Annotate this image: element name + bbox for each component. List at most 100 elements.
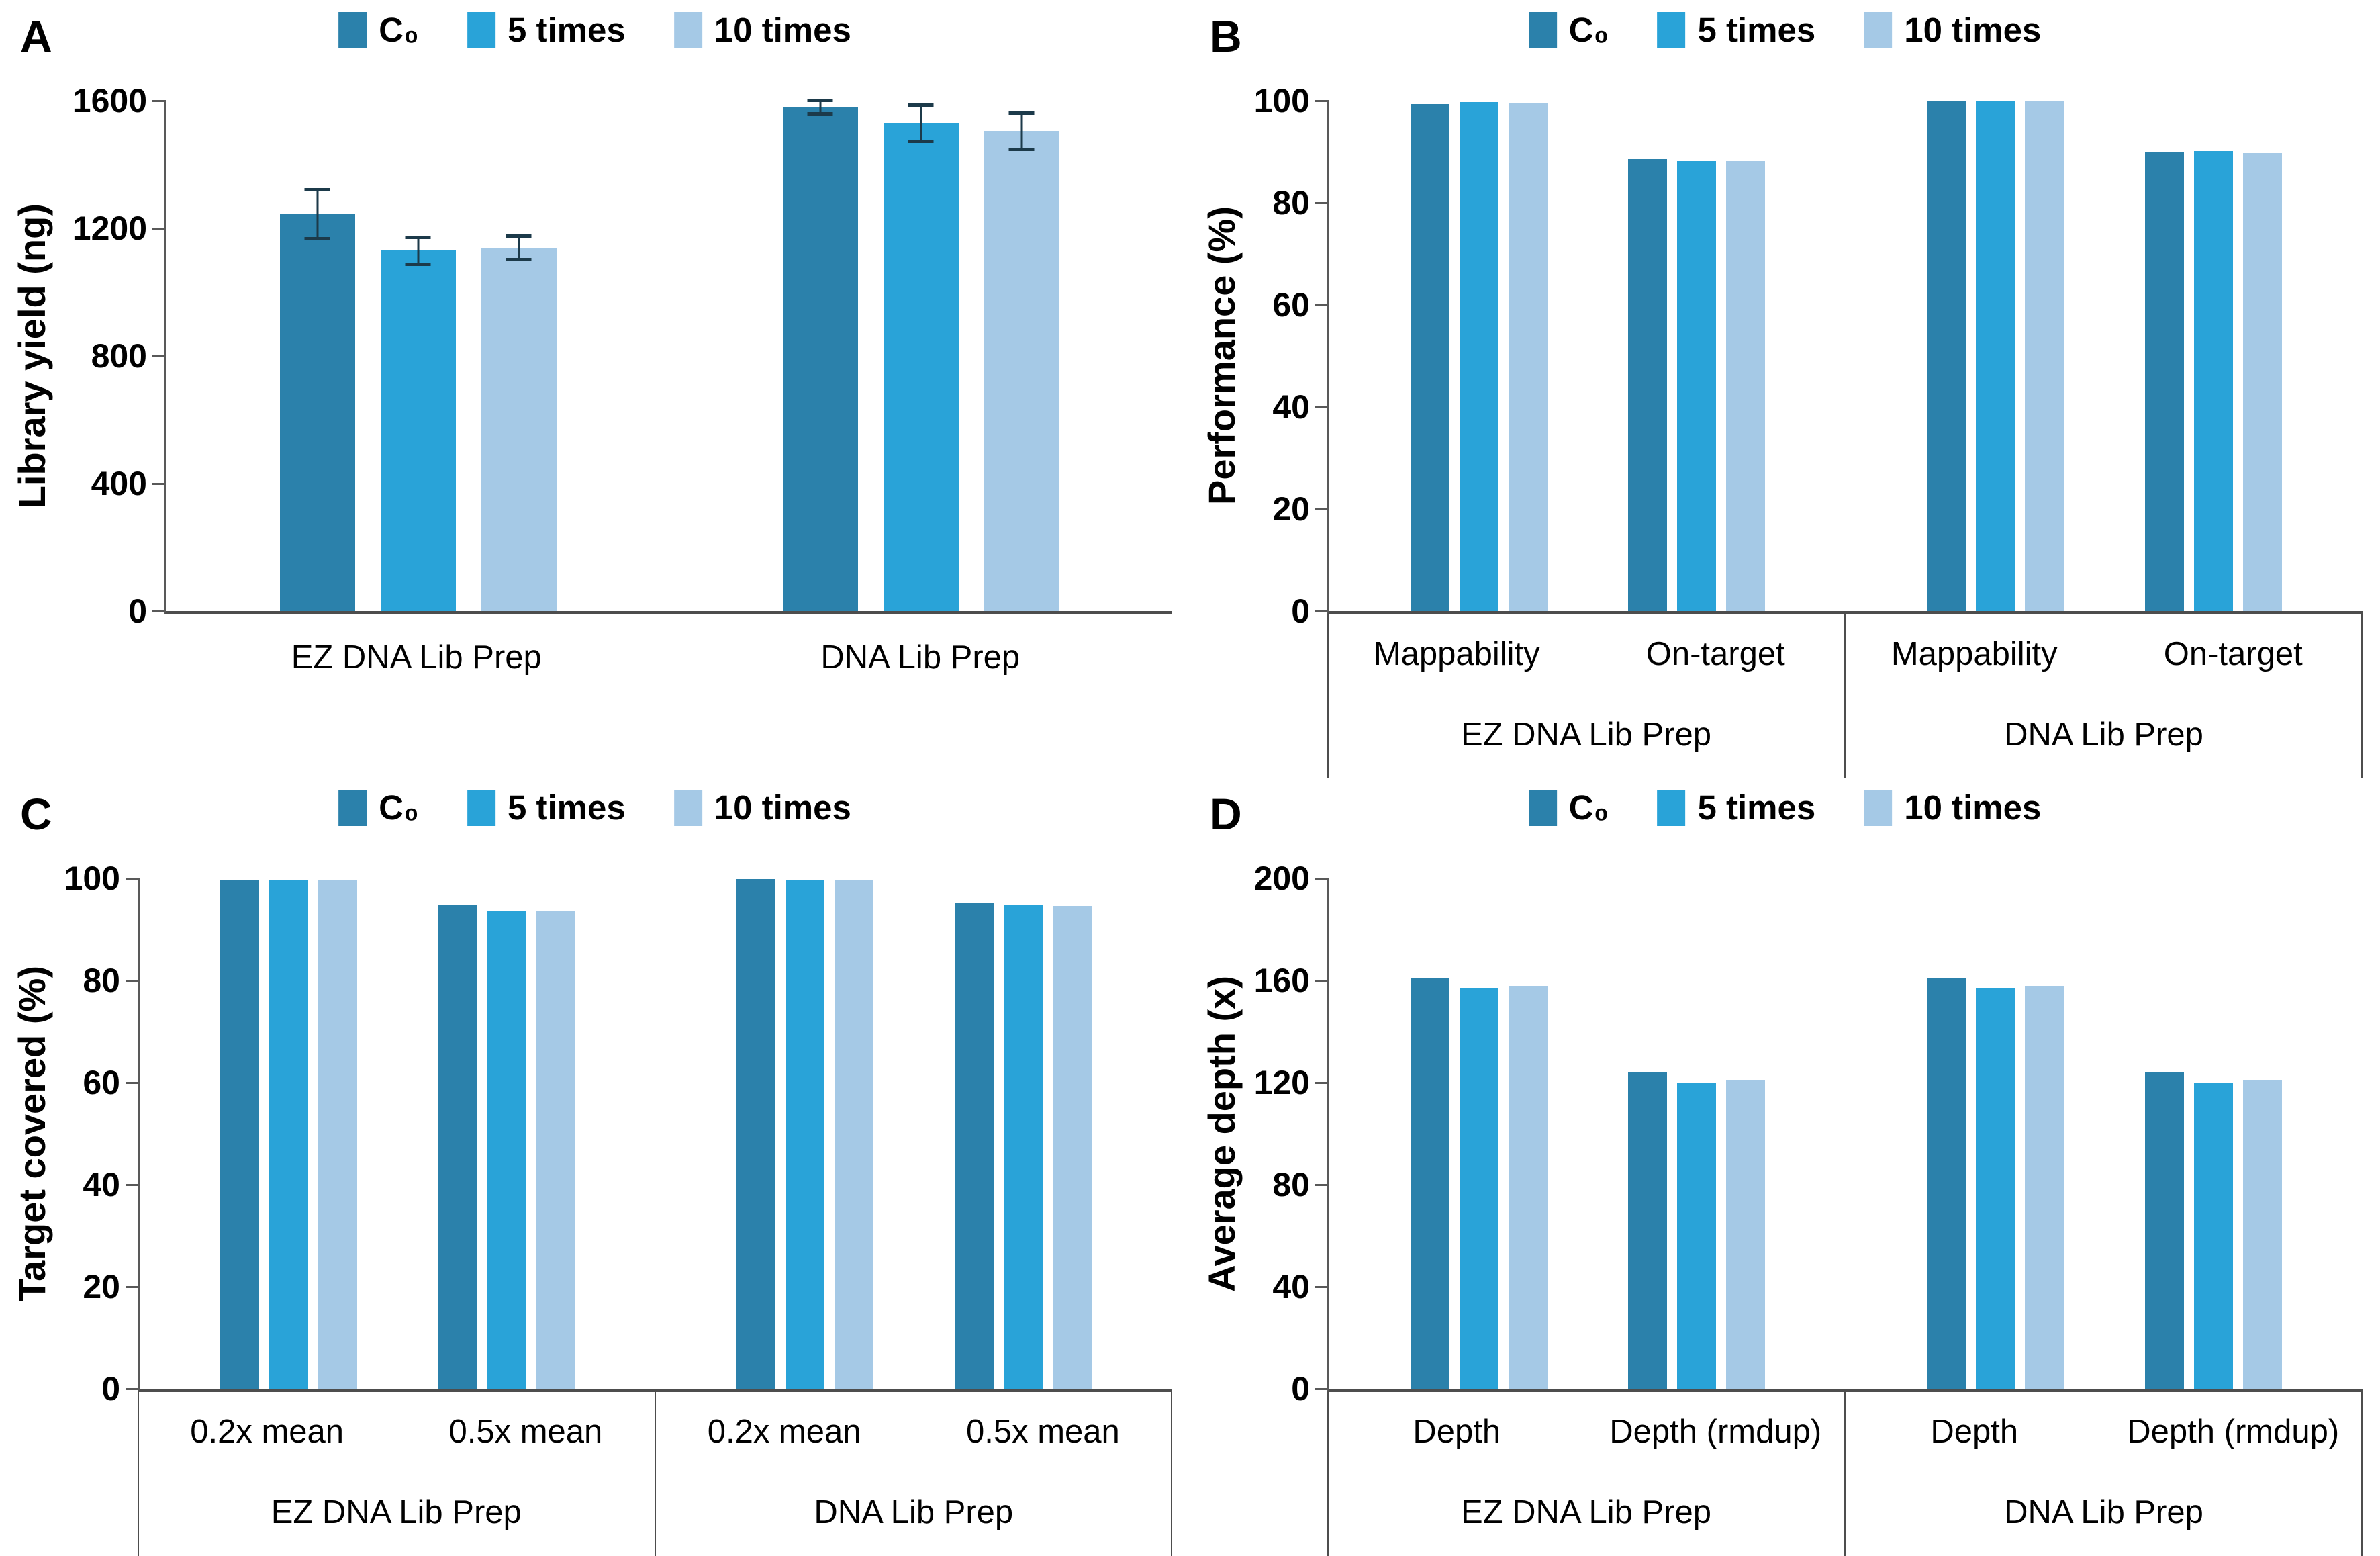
y-tick-label: 60 — [1272, 286, 1310, 324]
group-label: DNA Lib Prep — [820, 639, 1020, 676]
category-label: Mappability — [1891, 636, 2058, 672]
error-bar-cap-top — [1008, 111, 1035, 115]
group-label: EZ DNA Lib Prep — [1460, 1494, 1712, 1530]
y-tick-mark — [126, 1285, 140, 1288]
bar — [1459, 988, 1498, 1389]
legend-swatch-icon — [467, 12, 495, 48]
y-tick-mark — [126, 979, 140, 982]
legend-label: 5 times — [507, 788, 626, 827]
bar-cluster — [1927, 101, 2064, 611]
bar — [1677, 1083, 1716, 1389]
legend-swatch-icon — [1864, 790, 1893, 826]
bar — [279, 187, 355, 611]
category-label-row: Mappability On-target Mappability On-target — [1327, 614, 2363, 694]
bar — [2025, 101, 2064, 611]
chart-B: Performance (%) 0 20 40 60 80 100 Mappability On… — [1190, 82, 2380, 778]
bar — [1927, 978, 1966, 1389]
category-label: 0.2x mean — [707, 1414, 861, 1450]
bar — [220, 879, 260, 1389]
legend-item: 5 times — [467, 11, 626, 50]
bar — [1508, 985, 1548, 1389]
group-label: EZ DNA Lib Prep — [271, 1494, 522, 1530]
y-axis-tick-labels: 0 20 40 60 80 100 — [64, 860, 138, 1408]
x-axis-band: Mappability On-target Mappability On-target… — [1327, 614, 2363, 778]
y-axis-tick-labels: 0 40 80 120 160 200 — [1253, 860, 1327, 1408]
y-tick-label: 160 — [1253, 962, 1310, 999]
y-tick-mark — [152, 610, 166, 612]
panel-A: A C₀ 5 times 10 times Library yield (ng) 0 400… — [0, 0, 1190, 778]
legend-item: C₀ — [1528, 788, 1609, 828]
y-axis-title-wrap: Library yield (ng) — [0, 101, 64, 611]
bar — [536, 910, 575, 1389]
legend-item: 5 times — [1657, 11, 1815, 50]
y-tick-label: 20 — [1272, 490, 1310, 528]
legend-label: C₀ — [1568, 11, 1609, 49]
panel-letter: B — [1210, 11, 1242, 61]
y-tick-mark — [1315, 1387, 1329, 1390]
y-tick-label: 80 — [83, 962, 120, 999]
bar — [1726, 160, 1765, 611]
bracket-line-middle — [654, 1392, 656, 1556]
y-tick-mark — [126, 1081, 140, 1084]
category-label-row: 0.2x mean 0.5x mean 0.2x mean 0.5x mean — [138, 1392, 1172, 1471]
bars-layer — [166, 98, 1172, 611]
x-axis-band: EZ DNA Lib Prep DNA Lib Prep — [164, 614, 1172, 715]
bar — [1927, 101, 1966, 611]
group-label: DNA Lib Prep — [2004, 1494, 2203, 1530]
y-tick-mark — [1315, 99, 1329, 102]
y-tick-label: 40 — [83, 1166, 120, 1203]
y-tick-label: 100 — [64, 860, 120, 897]
legend-label: 5 times — [1697, 11, 1816, 49]
group-label: DNA Lib Prep — [2004, 717, 2203, 753]
bar — [487, 910, 526, 1389]
y-tick-mark — [126, 1183, 140, 1186]
y-axis-title: Library yield (ng) — [11, 203, 53, 509]
bar-group — [669, 98, 1172, 611]
plot-area — [1315, 99, 2363, 614]
legend-label: C₀ — [379, 788, 419, 827]
category-label-group: Depth Depth (rmdup) — [1845, 1413, 2363, 1451]
category-label-group: 0.2x mean 0.5x mean — [655, 1413, 1173, 1451]
bar-group — [1846, 878, 2363, 1389]
bar-cluster — [782, 98, 1059, 611]
legend-swatch-icon — [1864, 12, 1893, 48]
panel-letter: A — [20, 11, 52, 61]
y-tick-mark — [1315, 979, 1329, 982]
plot-wrap: Depth Depth (rmdup) Depth Depth (rmdup) EZ D… — [1315, 877, 2363, 1556]
bars-layer — [1329, 101, 2363, 611]
bar — [438, 904, 477, 1389]
y-tick-mark — [152, 99, 166, 102]
legend-item: 10 times — [673, 11, 851, 50]
panel-letter: C — [20, 789, 52, 839]
y-axis-title: Average depth (x) — [1200, 975, 1243, 1292]
legend-label: C₀ — [379, 11, 419, 49]
category-label-group: Depth Depth (rmdup) — [1327, 1413, 1845, 1451]
y-tick-label: 0 — [1291, 592, 1310, 630]
error-bar-cap-bottom — [506, 257, 532, 261]
group-label-row: EZ DNA Lib Prep DNA Lib Prep — [1327, 694, 2363, 776]
error-bar-cap-top — [304, 187, 330, 191]
legend-label: 10 times — [1904, 788, 2042, 827]
bar — [984, 111, 1059, 611]
bar — [1410, 978, 1449, 1389]
y-tick-mark — [1315, 508, 1329, 510]
bar — [2144, 1072, 2184, 1389]
bar — [481, 234, 557, 611]
legend-item: C₀ — [1528, 11, 1609, 50]
y-tick-label: 1600 — [72, 82, 147, 120]
group-label: DNA Lib Prep — [814, 1494, 1014, 1530]
bar-group — [656, 878, 1172, 1389]
error-bar-cap-top — [506, 234, 532, 238]
bar — [1628, 1072, 1667, 1389]
legend-swatch-icon — [338, 12, 367, 48]
plot-wrap: 0.2x mean 0.5x mean 0.2x mean 0.5x mean EZ D… — [126, 877, 1172, 1556]
category-label: 0.5x mean — [965, 1414, 1120, 1450]
legend: C₀ 5 times 10 times — [338, 11, 851, 50]
error-bar-cap-bottom — [304, 236, 330, 240]
bar-cluster — [1628, 1072, 1765, 1389]
y-axis-title-wrap: Target covered (%) — [0, 878, 64, 1389]
legend: C₀ 5 times 10 times — [1528, 788, 2042, 828]
plot-area — [152, 98, 1172, 614]
y-tick-mark — [1315, 1285, 1329, 1288]
error-bar — [304, 187, 330, 240]
